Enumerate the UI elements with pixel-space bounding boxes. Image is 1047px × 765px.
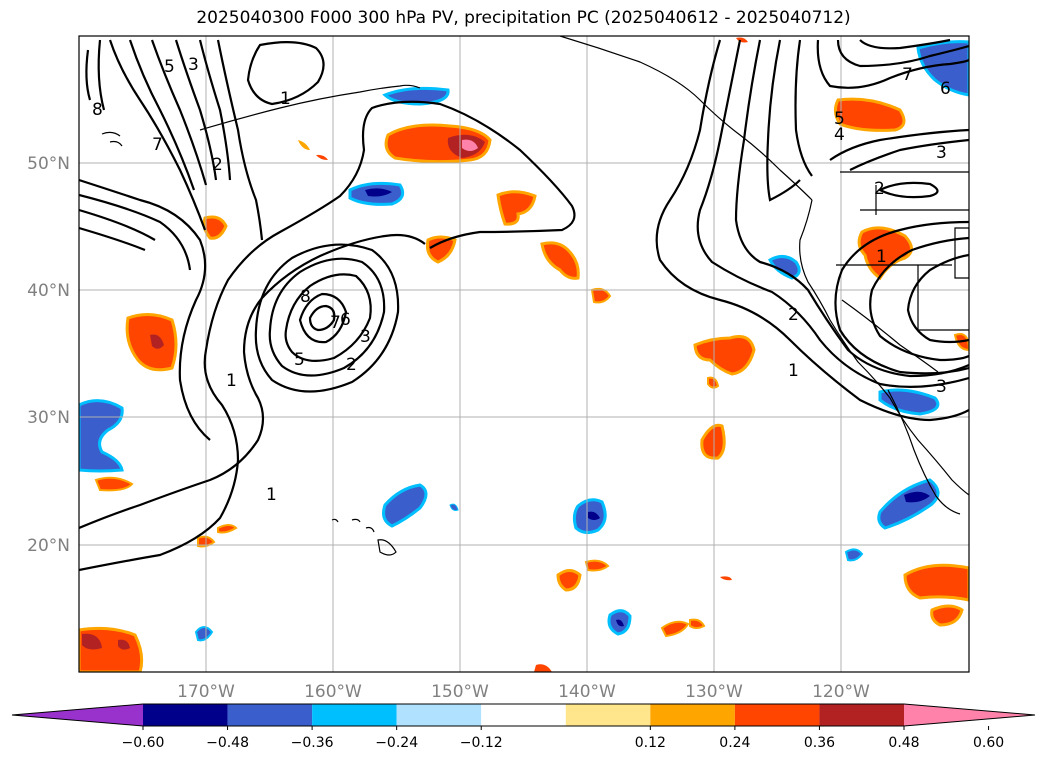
colorbar-segment: [143, 704, 228, 726]
colorbar-segment: [312, 704, 397, 726]
lon-tick-label: 140°W: [558, 682, 616, 702]
colorbar-segment: [12, 704, 143, 726]
graticule: [79, 36, 969, 672]
colorbar-segment: [227, 704, 313, 726]
contour-label: 5: [294, 350, 305, 370]
contour-label: 4: [834, 125, 845, 145]
map-frame: [78, 35, 970, 673]
colorbar-tick-label: −0.36: [291, 735, 334, 751]
lat-axis: 50°N 40°N 30°N 20°N: [27, 154, 70, 556]
contour-labels: 8 5 6 3 2 7 1 7 8 5 3 2 1 1 7 6 5 4 3 2 …: [92, 55, 951, 505]
contour-label: 2: [346, 355, 357, 375]
map-panel: 8 5 6 3 2 7 1 7 8 5 3 2 1 1 7 6 5 4 3 2 …: [79, 36, 969, 672]
contour-label: 7: [330, 313, 341, 333]
colorbar-tick-label: 0.48: [888, 735, 919, 751]
colorbar-segment: [734, 704, 820, 726]
colorbar-tick-label: 0.24: [719, 735, 750, 751]
lon-tick-label: 150°W: [431, 682, 489, 702]
contour-label: 1: [226, 371, 237, 391]
pv-contours: [79, 38, 969, 572]
map-title: 2025040300 F000 300 hPa PV, precipitatio…: [196, 8, 851, 28]
contour-label: 1: [876, 247, 887, 267]
lon-tick-label: 160°W: [304, 682, 362, 702]
colorbar-tick-label: −0.48: [206, 735, 249, 751]
contour-label: 1: [266, 485, 277, 505]
lon-tick-label: 120°W: [812, 682, 870, 702]
colorbar-segment: [565, 704, 651, 726]
colorbar-segment: [396, 704, 482, 726]
colorbar: −0.60 −0.48 −0.36 −0.24 −0.12 0.12 0.24 0.36 0.4…: [11, 703, 1036, 751]
lon-tick-label: 130°W: [685, 682, 743, 702]
contour-label: 3: [360, 327, 371, 347]
colorbar-tick-label: 0.12: [635, 735, 666, 751]
colorbar-tick-label: −0.12: [460, 735, 503, 751]
lat-tick-label: 20°N: [27, 536, 70, 556]
colorbar-segment: [819, 704, 904, 726]
contour-label: 5: [834, 109, 845, 129]
contour-label: 3: [936, 143, 947, 163]
contour-label: 3: [188, 55, 199, 75]
colorbar-tick-label: 0.36: [804, 735, 835, 751]
contour-label: 7: [152, 135, 163, 155]
lon-tick-label: 170°W: [177, 682, 235, 702]
contour-label: 6: [940, 79, 951, 99]
contour-label: 7: [902, 65, 913, 85]
contour-label: 8: [92, 100, 103, 120]
islands: [101, 131, 397, 556]
contour-label: 2: [212, 155, 223, 175]
contour-label: 2: [874, 179, 885, 199]
colorbar-segment: [481, 704, 566, 726]
colorbar-tick-label: −0.24: [375, 735, 418, 751]
colorbar-tick-label: 0.60: [973, 735, 1004, 751]
contour-label: 1: [280, 89, 291, 109]
colorbar-tick-label: −0.60: [122, 735, 165, 751]
lat-tick-label: 50°N: [27, 154, 70, 174]
contour-label: 8: [300, 287, 311, 307]
colorbar-segment: [904, 704, 1035, 726]
lon-axis: 170°W 160°W 150°W 140°W 130°W 120°W: [177, 682, 870, 702]
contour-label: 5: [164, 57, 175, 77]
colorbar-segment: [650, 704, 735, 726]
contour-label: 3: [936, 377, 947, 397]
contour-label: 1: [788, 361, 799, 381]
contour-label: 2: [788, 305, 799, 325]
contour-label: 6: [340, 310, 351, 330]
lat-tick-label: 30°N: [27, 408, 70, 428]
lat-tick-label: 40°N: [27, 281, 70, 301]
